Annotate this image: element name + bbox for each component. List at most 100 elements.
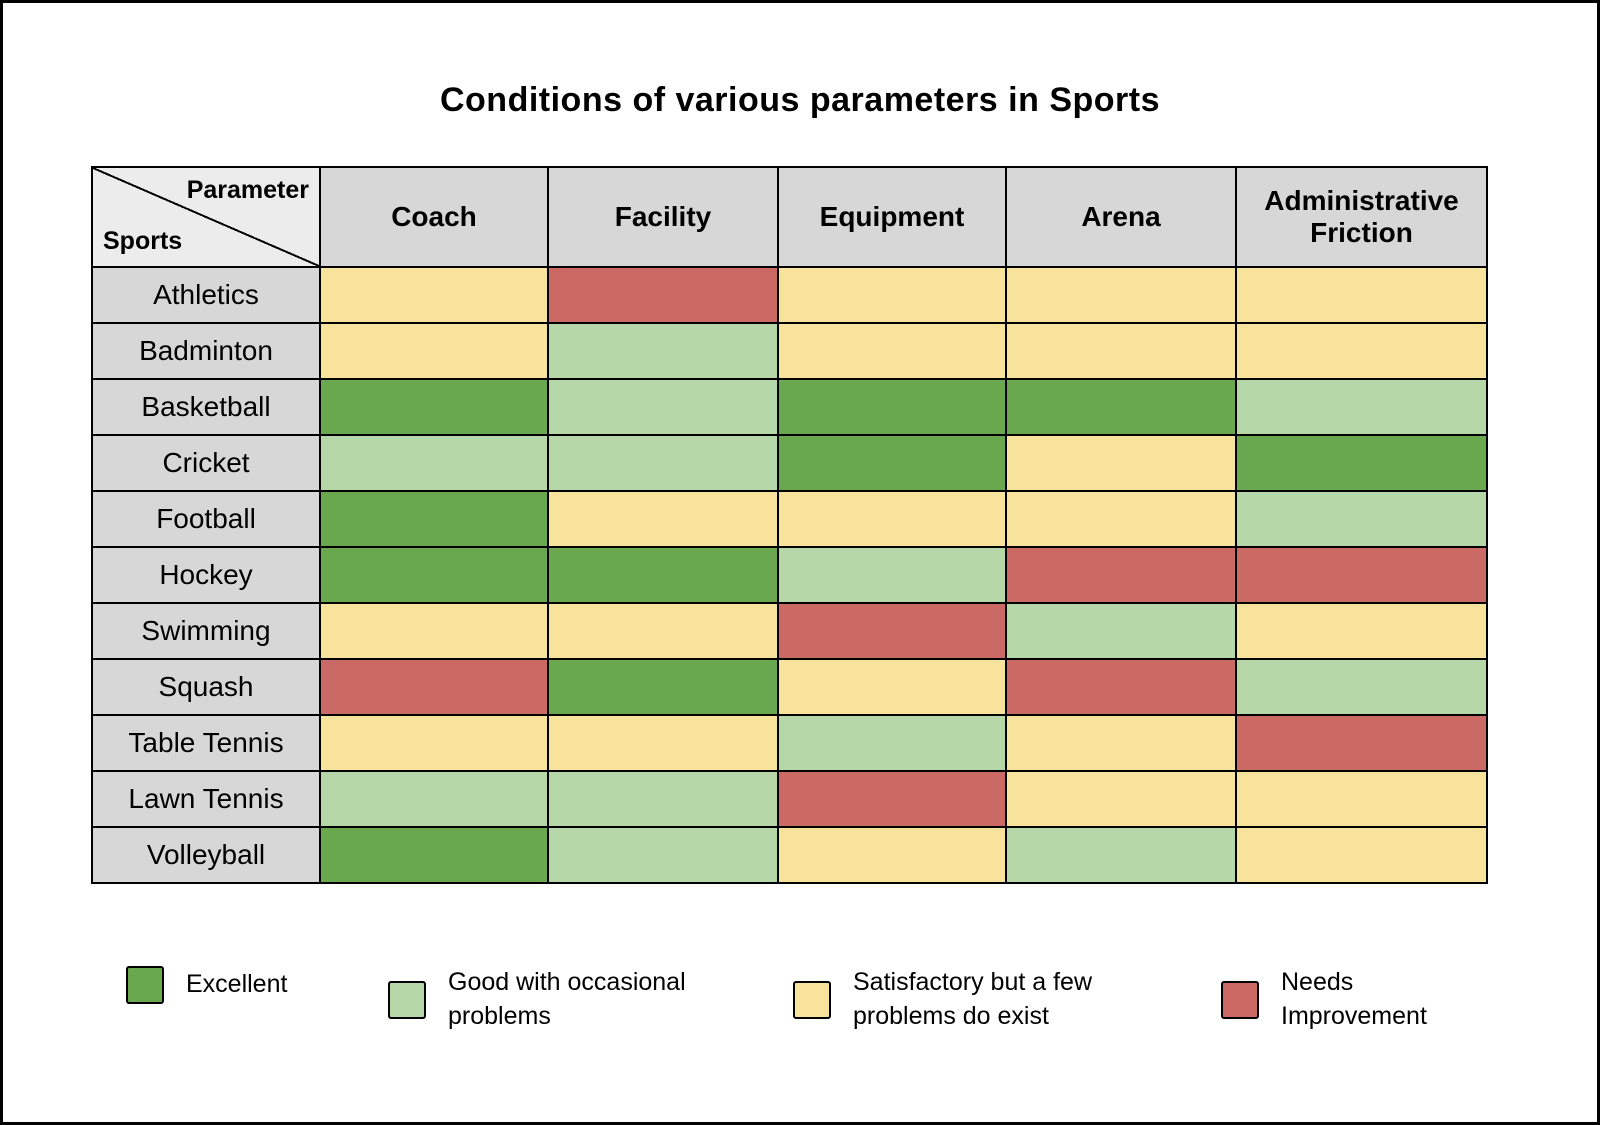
corner-label-parameter: Parameter [186, 176, 309, 204]
cell-badminton-coach [319, 322, 549, 380]
cell-volleyball-equipment [777, 826, 1007, 884]
table-row: Lawn Tennis [91, 770, 1488, 828]
row-label-squash: Squash [91, 658, 321, 716]
cell-athletics-arena [1005, 266, 1237, 324]
cell-badminton-administrative-friction [1235, 322, 1488, 380]
row-label-lawn-tennis: Lawn Tennis [91, 770, 321, 828]
row-label-swimming: Swimming [91, 602, 321, 660]
cell-swimming-facility [547, 602, 779, 660]
cell-table-tennis-administrative-friction [1235, 714, 1488, 772]
table-row: Athletics [91, 266, 1488, 324]
cell-athletics-administrative-friction [1235, 266, 1488, 324]
table-row: Hockey [91, 546, 1488, 604]
cell-football-administrative-friction [1235, 490, 1488, 548]
cell-squash-facility [547, 658, 779, 716]
cell-hockey-arena [1005, 546, 1237, 604]
cell-football-facility [547, 490, 779, 548]
row-label-cricket: Cricket [91, 434, 321, 492]
cell-squash-arena [1005, 658, 1237, 716]
cell-swimming-arena [1005, 602, 1237, 660]
cell-table-tennis-arena [1005, 714, 1237, 772]
table-body: Athletics Badminton Basketball Cricket Footb… [91, 266, 1488, 884]
row-label-badminton: Badminton [91, 322, 321, 380]
cell-squash-coach [319, 658, 549, 716]
legend-swatch-needs-improvement [1221, 980, 1259, 1019]
cell-cricket-arena [1005, 434, 1237, 492]
legend-item-satisfactory: Satisfactory but a few problems do exist [793, 966, 1153, 1034]
legend-item-excellent: Excellent [126, 966, 287, 1004]
legend-swatch-good [388, 980, 426, 1019]
column-header-coach: Coach [319, 166, 549, 268]
cell-basketball-administrative-friction [1235, 378, 1488, 436]
cell-badminton-facility [547, 322, 779, 380]
cell-hockey-administrative-friction [1235, 546, 1488, 604]
cell-swimming-coach [319, 602, 549, 660]
column-header-equipment: Equipment [777, 166, 1007, 268]
cell-cricket-facility [547, 434, 779, 492]
cell-hockey-equipment [777, 546, 1007, 604]
page-title: Conditions of various parameters in Spor… [439, 81, 1160, 119]
cell-volleyball-arena [1005, 826, 1237, 884]
cell-volleyball-facility [547, 826, 779, 884]
cell-lawn-tennis-administrative-friction [1235, 770, 1488, 828]
table-row: Football [91, 490, 1488, 548]
legend-item-good: Good with occasional problems [388, 966, 728, 1034]
cell-volleyball-administrative-friction [1235, 826, 1488, 884]
row-label-football: Football [91, 490, 321, 548]
cell-lawn-tennis-facility [547, 770, 779, 828]
legend-label-good: Good with occasional problems [448, 968, 686, 1030]
cell-basketball-facility [547, 378, 779, 436]
cell-table-tennis-coach [319, 714, 549, 772]
cell-football-arena [1005, 490, 1237, 548]
cell-football-equipment [777, 490, 1007, 548]
legend-item-needs-improvement: Needs Improvement [1221, 966, 1471, 1034]
cell-cricket-administrative-friction [1235, 434, 1488, 492]
cell-squash-administrative-friction [1235, 658, 1488, 716]
cell-hockey-coach [319, 546, 549, 604]
cell-basketball-equipment [777, 378, 1007, 436]
cell-lawn-tennis-equipment [777, 770, 1007, 828]
corner-label-sports: Sports [103, 227, 183, 255]
cell-squash-equipment [777, 658, 1007, 716]
table-row: Squash [91, 658, 1488, 716]
cell-athletics-coach [319, 266, 549, 324]
cell-lawn-tennis-coach [319, 770, 549, 828]
cell-athletics-equipment [777, 266, 1007, 324]
cell-badminton-equipment [777, 322, 1007, 380]
row-label-hockey: Hockey [91, 546, 321, 604]
legend-label-needs-improvement: Needs Improvement [1281, 968, 1427, 1030]
row-label-basketball: Basketball [91, 378, 321, 436]
table-row: Basketball [91, 378, 1488, 436]
cell-badminton-arena [1005, 322, 1237, 380]
column-header-administrative-friction: Administrative Friction [1235, 166, 1488, 268]
cell-hockey-facility [547, 546, 779, 604]
cell-football-coach [319, 490, 549, 548]
legend: Excellent Good with occasional problems Sa… [3, 966, 1597, 1076]
table-row: Volleyball [91, 826, 1488, 884]
table-row: Swimming [91, 602, 1488, 660]
legend-swatch-satisfactory [793, 980, 831, 1019]
cell-volleyball-coach [319, 826, 549, 884]
cell-swimming-equipment [777, 602, 1007, 660]
header-row: Parameter Sports Coach Facility Equipment A… [91, 166, 1488, 268]
cell-athletics-facility [547, 266, 779, 324]
corner-cell: Parameter Sports [91, 166, 321, 268]
row-label-table-tennis: Table Tennis [91, 714, 321, 772]
table-row: Table Tennis [91, 714, 1488, 772]
cell-swimming-administrative-friction [1235, 602, 1488, 660]
cell-basketball-arena [1005, 378, 1237, 436]
conditions-table: Parameter Sports Coach Facility Equipment A… [91, 166, 1488, 884]
cell-cricket-coach [319, 434, 549, 492]
legend-swatch-excellent [126, 966, 164, 1004]
cell-lawn-tennis-arena [1005, 770, 1237, 828]
row-label-volleyball: Volleyball [91, 826, 321, 884]
cell-basketball-coach [319, 378, 549, 436]
cell-table-tennis-equipment [777, 714, 1007, 772]
legend-label-excellent: Excellent [186, 970, 288, 999]
row-label-athletics: Athletics [91, 266, 321, 324]
legend-label-satisfactory: Satisfactory but a few problems do exist [853, 968, 1093, 1030]
cell-table-tennis-facility [547, 714, 779, 772]
column-header-facility: Facility [547, 166, 779, 268]
cell-cricket-equipment [777, 434, 1007, 492]
